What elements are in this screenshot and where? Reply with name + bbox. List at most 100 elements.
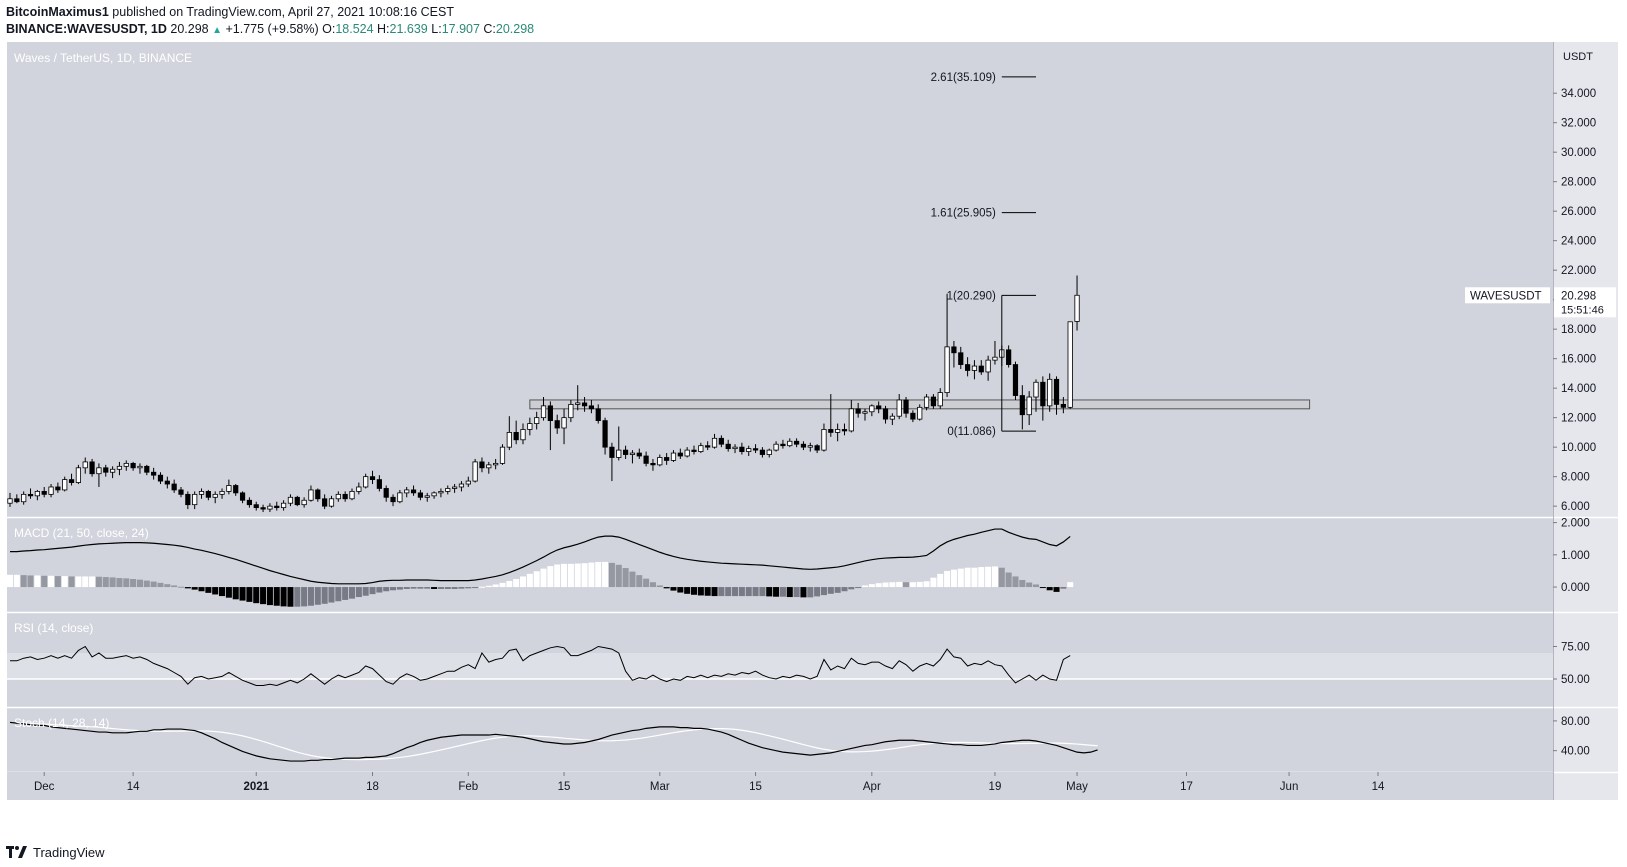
candle-body-up xyxy=(280,502,287,509)
macd-histogram-bar xyxy=(348,587,356,599)
candle xyxy=(882,405,889,424)
candle xyxy=(1012,361,1019,400)
macd-histogram-bar xyxy=(978,567,985,588)
macd-histogram-bar xyxy=(738,587,745,597)
candle-body-down xyxy=(130,462,136,469)
macd-histogram-bar xyxy=(1053,587,1060,592)
candle-body-down xyxy=(739,446,745,452)
macd-histogram-bar xyxy=(48,575,55,588)
candle-body-down xyxy=(841,429,848,432)
candle-body-up xyxy=(287,496,294,504)
fib-level-label: 2.61(35.109) xyxy=(931,72,996,84)
macd-histogram-bar xyxy=(54,576,61,588)
macd-histogram-bar xyxy=(116,578,123,588)
candle-body-up xyxy=(445,488,451,492)
candle xyxy=(171,479,177,493)
candle xyxy=(349,488,355,501)
macd-histogram-bar xyxy=(581,563,588,588)
candle xyxy=(1040,376,1046,421)
macd-histogram-bar xyxy=(820,587,827,596)
candle-body-down xyxy=(965,364,971,371)
macd-histogram-bar xyxy=(950,569,957,588)
tradingview-brand[interactable]: TradingView xyxy=(33,844,105,860)
candle xyxy=(725,439,731,452)
macd-histogram-bar xyxy=(1019,579,1026,588)
candle-body-up xyxy=(438,491,444,494)
candle xyxy=(130,461,136,471)
candle-body-down xyxy=(1053,378,1060,405)
macd-histogram-bar xyxy=(301,587,308,607)
candle-body-up xyxy=(520,429,526,441)
candle xyxy=(930,394,937,409)
macd-histogram-bar xyxy=(157,582,164,588)
candle-body-up xyxy=(349,491,355,500)
macd-histogram-bar xyxy=(957,568,964,588)
candle xyxy=(684,447,690,458)
candle xyxy=(752,444,759,454)
candle-body-up xyxy=(192,493,198,506)
macd-histogram-bar xyxy=(198,587,205,592)
time-tick-label: May xyxy=(1066,781,1088,793)
candle xyxy=(636,448,642,459)
candle-body-down xyxy=(1060,403,1066,408)
candle xyxy=(294,495,300,507)
author-name[interactable]: BitcoinMaximus1 xyxy=(6,5,109,19)
candle xyxy=(623,445,629,459)
candle-body-down xyxy=(554,420,560,429)
candle-body-down xyxy=(260,507,266,510)
candle-body-down xyxy=(383,488,389,498)
candle-body-down xyxy=(27,493,34,497)
candle-body-up xyxy=(527,423,533,430)
candle xyxy=(1006,345,1012,368)
time-axis[interactable] xyxy=(7,772,1553,800)
candle-body-down xyxy=(1040,381,1046,407)
macd-histogram-bar xyxy=(506,580,513,588)
macd-histogram-bar xyxy=(219,587,226,597)
candle-body-down xyxy=(68,479,75,483)
last-price-value: 20.298 xyxy=(1561,290,1596,302)
stoch-tick-label: 80.00 xyxy=(1561,716,1590,728)
macd-histogram-bar xyxy=(225,587,232,598)
candle xyxy=(561,408,567,445)
candle xyxy=(342,491,348,502)
chart-area[interactable]: 6.000 8.000 10.000 12.000 14.000 16.000 18.000… xyxy=(0,42,1627,842)
candle xyxy=(814,444,820,454)
candle-body-up xyxy=(616,449,622,458)
candle xyxy=(903,397,909,418)
candle xyxy=(506,416,512,451)
candle xyxy=(96,463,102,487)
price-tick-label: 28.000 xyxy=(1561,177,1596,189)
macd-histogram-bar xyxy=(239,587,246,601)
candle-body-up xyxy=(451,486,458,489)
macd-histogram-bar xyxy=(75,576,82,588)
candle-body-down xyxy=(930,396,937,407)
candle xyxy=(438,488,444,498)
candle-body-down xyxy=(636,452,642,457)
candle-body-down xyxy=(417,492,424,498)
price-tick-label: 30.000 xyxy=(1561,147,1596,159)
candle xyxy=(554,414,560,434)
candle xyxy=(670,450,677,462)
candle xyxy=(698,442,704,454)
macd-histogram-bar xyxy=(561,563,568,588)
candle-body-up xyxy=(540,405,547,419)
candle xyxy=(62,476,68,492)
candle-body-up xyxy=(472,461,478,482)
candle-body-up xyxy=(971,365,978,371)
candle-body-down xyxy=(239,492,246,501)
candle-body-up xyxy=(944,346,950,393)
stoch-k-line xyxy=(9,721,1098,762)
price-axis[interactable] xyxy=(1553,42,1618,800)
candle xyxy=(794,438,800,448)
candle xyxy=(212,491,218,504)
candle-body-up xyxy=(493,462,499,466)
macd-histogram-bar xyxy=(793,587,800,598)
candle xyxy=(616,426,622,461)
up-triangle-icon: ▲ xyxy=(212,25,223,36)
candle-body-up xyxy=(34,491,40,497)
time-tick-label: 15 xyxy=(558,781,571,793)
candle-body-up xyxy=(773,443,779,451)
macd-histogram-bar xyxy=(102,577,109,588)
macd-histogram-bar xyxy=(574,563,581,588)
macd-histogram-bar xyxy=(472,587,479,589)
